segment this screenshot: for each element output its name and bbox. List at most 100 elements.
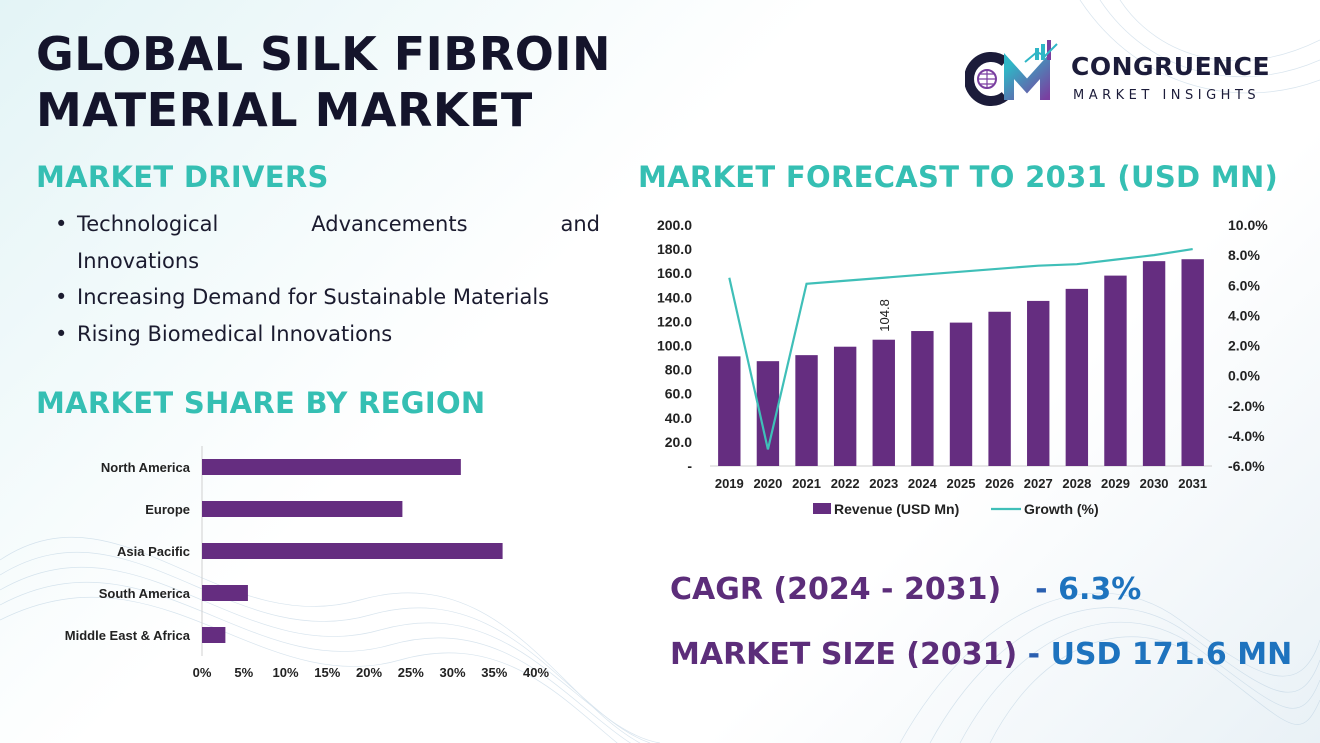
forecast-right-tick-label: -2.0% [1228, 398, 1265, 414]
region-category-label: South America [99, 586, 191, 601]
legend-revenue-swatch [813, 503, 831, 514]
cagr-kpi: CAGR (2024 - 2031) - 6.3% [670, 572, 1141, 607]
forecast-right-tick-label: -6.0% [1228, 458, 1265, 474]
region-category-label: Europe [145, 502, 190, 517]
revenue-bar [756, 361, 780, 466]
forecast-x-tick-label: 2024 [908, 476, 938, 491]
revenue-bar [1065, 288, 1089, 466]
region-x-tick-label: 35% [481, 665, 507, 680]
region-x-tick-label: 10% [272, 665, 298, 680]
cagr-dash: - [1035, 572, 1048, 607]
title-line-1: GLOBAL SILK FIBROIN [36, 27, 611, 81]
market-size-label: MARKET SIZE (2031) [670, 637, 1018, 672]
drivers-list: • Technological Advancements and Innovati… [55, 206, 600, 352]
forecast-right-tick-label: 4.0% [1228, 307, 1260, 323]
revenue-data-label: 104.8 [877, 299, 892, 332]
forecast-x-tick-label: 2029 [1101, 476, 1130, 491]
forecast-right-tick-label: 2.0% [1228, 338, 1260, 354]
bullet: • [55, 212, 68, 236]
revenue-bar [718, 356, 741, 466]
forecast-heading: MARKET FORECAST TO 2031 (USD MN) [638, 160, 1279, 194]
revenue-bar [795, 355, 818, 466]
driver-text: Innovations [77, 248, 200, 273]
forecast-x-tick-label: 2020 [753, 476, 782, 491]
forecast-x-tick-label: 2021 [792, 476, 821, 491]
forecast-right-tick-label: -4.0% [1228, 428, 1265, 444]
revenue-bar [911, 331, 934, 466]
driver-item-continued: Innovations [55, 243, 600, 280]
driver-item: • Technological Advancements and [55, 206, 600, 243]
region-x-tick-label: 15% [314, 665, 340, 680]
company-logo: CONGRUENCE MARKET INSIGHTS [965, 38, 1285, 110]
title-line-2: MATERIAL MARKET [36, 83, 533, 137]
bullet: • [55, 321, 68, 346]
region-bar [202, 627, 226, 643]
forecast-left-tick-label: 120.0 [657, 313, 692, 329]
driver-item: • Increasing Demand for Sustainable Mater… [55, 279, 600, 316]
revenue-bar [949, 322, 973, 466]
revenue-bar [1104, 275, 1127, 466]
logo-mark-icon [965, 40, 1058, 106]
region-x-tick-label: 0% [193, 665, 212, 680]
logo-subtitle: MARKET INSIGHTS [1073, 88, 1261, 103]
forecast-x-tick-label: 2025 [947, 476, 976, 491]
forecast-x-tick-label: 2026 [985, 476, 1014, 491]
forecast-left-tick-label: 200.0 [657, 217, 692, 233]
forecast-x-tick-label: 2019 [715, 476, 744, 491]
forecast-right-tick-label: 0.0% [1228, 368, 1260, 384]
region-bar [202, 501, 403, 517]
bullet: • [55, 285, 68, 309]
region-category-label: Middle East & Africa [65, 628, 191, 643]
region-x-tick-label: 20% [356, 665, 382, 680]
region-x-tick-label: 5% [234, 665, 253, 680]
forecast-x-tick-label: 2023 [869, 476, 898, 491]
driver-text: Increasing Demand for Sustainable Materi… [77, 285, 550, 309]
revenue-bar [1181, 259, 1204, 466]
growth-line [728, 248, 1193, 450]
revenue-bar [1142, 261, 1166, 466]
drivers-heading: MARKET DRIVERS [36, 160, 329, 194]
revenue-bar [833, 346, 857, 466]
region-x-tick-label: 25% [398, 665, 424, 680]
revenue-bar [1027, 300, 1050, 466]
forecast-left-tick-label: 60.0 [665, 386, 692, 402]
forecast-left-tick-label: 100.0 [657, 338, 692, 354]
forecast-left-tick-label: 40.0 [665, 410, 692, 426]
forecast-right-tick-label: 6.0% [1228, 277, 1260, 293]
forecast-left-tick-label: 160.0 [657, 265, 692, 281]
page-title: GLOBAL SILK FIBROIN MATERIAL MARKET [36, 26, 611, 138]
forecast-right-tick-label: 10.0% [1228, 217, 1268, 233]
forecast-left-tick-label: 20.0 [665, 434, 692, 450]
market-size-value: USD 171.6 MN [1050, 637, 1293, 672]
cagr-label: CAGR (2024 - 2031) [670, 572, 1002, 607]
driver-text: Technological Advancements and [77, 212, 600, 236]
forecast-left-tick-label: - [687, 458, 692, 474]
region-x-tick-label: 30% [439, 665, 465, 680]
forecast-left-tick-label: 80.0 [665, 362, 692, 378]
forecast-right-tick-label: 8.0% [1228, 247, 1260, 263]
revenue-bar [988, 311, 1011, 466]
forecast-left-tick-label: 180.0 [657, 241, 692, 257]
forecast-x-tick-label: 2030 [1140, 476, 1169, 491]
region-category-label: North America [101, 460, 191, 475]
legend-growth-label: Growth (%) [1024, 501, 1099, 517]
cagr-value: 6.3% [1058, 572, 1142, 607]
region-bar [202, 459, 461, 475]
forecast-x-tick-label: 2022 [831, 476, 860, 491]
logo-name: CONGRUENCE [1071, 52, 1271, 81]
revenue-bar [872, 339, 895, 466]
region-x-tick-label: 40% [523, 665, 549, 680]
forecast-left-tick-label: 140.0 [657, 289, 692, 305]
market-size-dash: - [1027, 637, 1041, 672]
forecast-x-tick-label: 2028 [1062, 476, 1091, 491]
region-bar [202, 585, 248, 601]
region-heading: MARKET SHARE BY REGION [36, 386, 486, 420]
region-bar [202, 543, 503, 559]
region-category-label: Asia Pacific [117, 544, 190, 559]
driver-item: • Rising Biomedical Innovations [55, 316, 600, 353]
legend-revenue-label: Revenue (USD Mn) [834, 501, 959, 517]
driver-text: Rising Biomedical Innovations [77, 321, 393, 346]
